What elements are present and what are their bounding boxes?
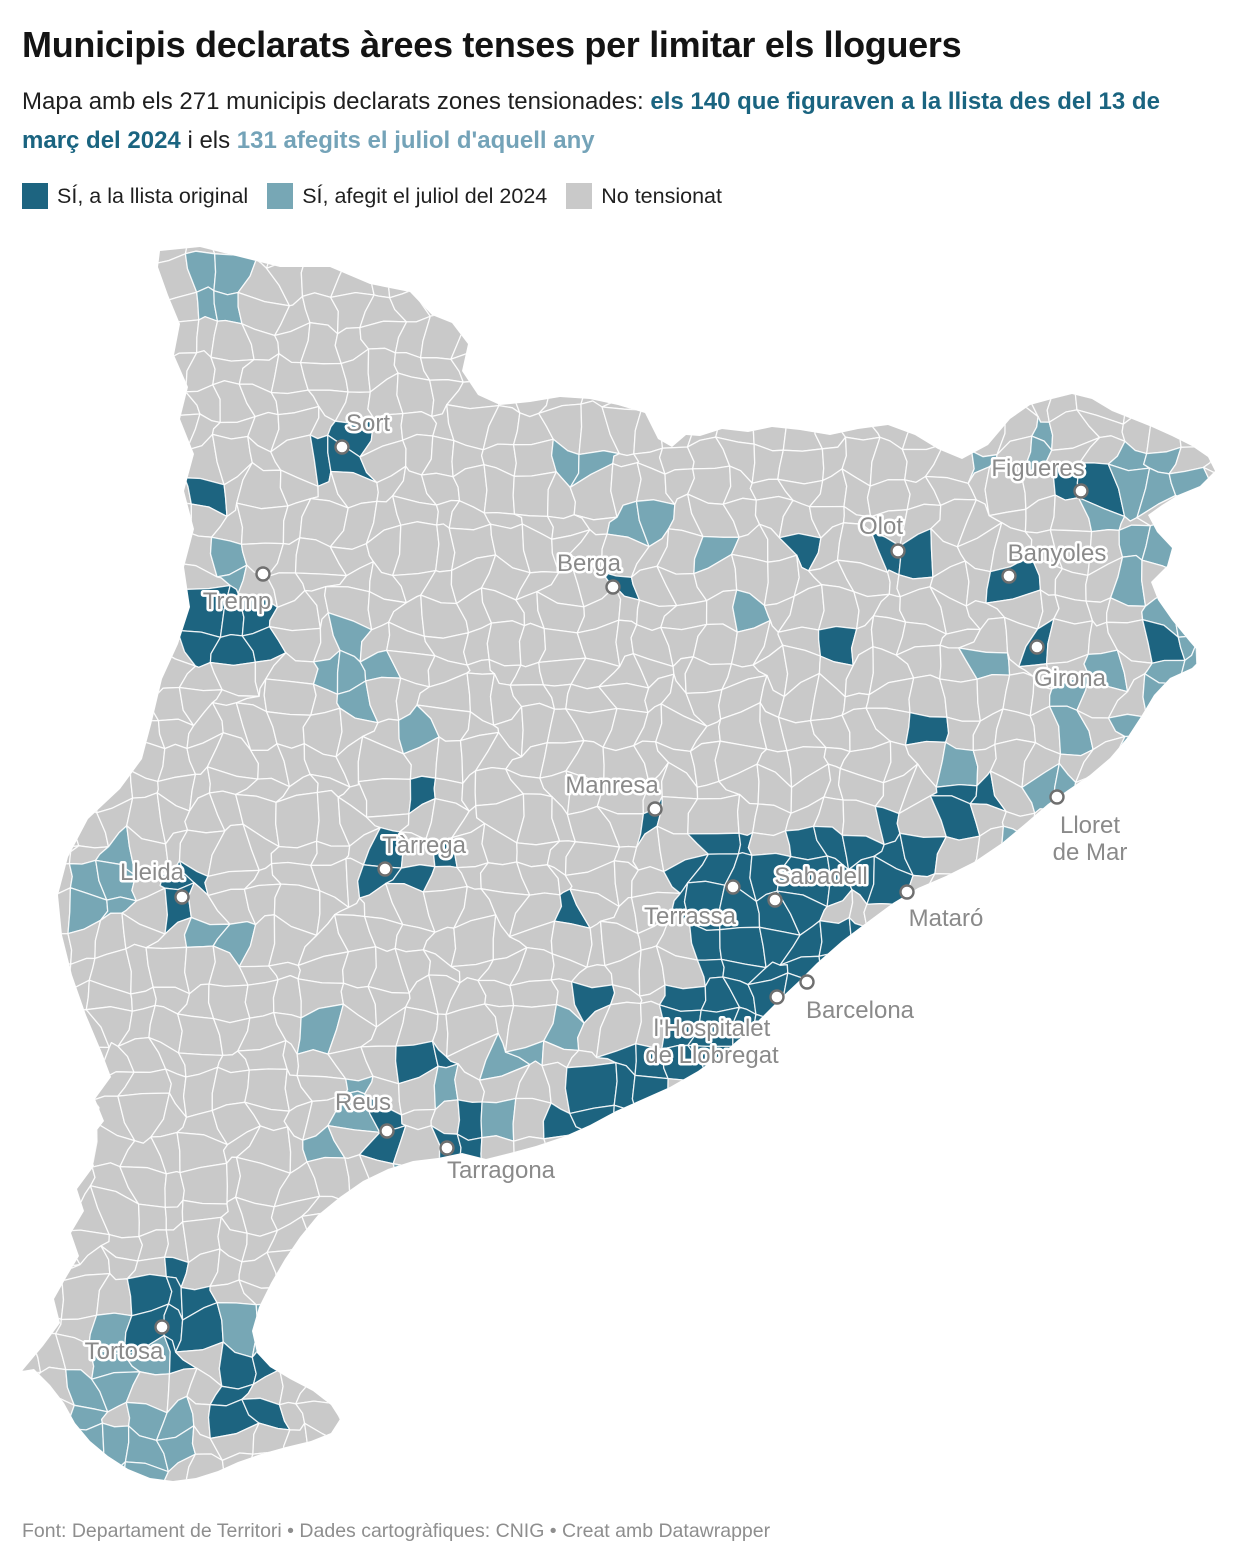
legend-swatch: [22, 183, 48, 210]
city-marker: [899, 884, 915, 901]
city-label: Mataró: [909, 905, 984, 932]
city-marker: [767, 892, 783, 909]
legend-swatch: [566, 183, 593, 210]
source-attribution: Font: Departament de Territori • Dades c…: [22, 1520, 771, 1543]
legend-swatch: [267, 183, 294, 210]
city-label: Lloret de Mar: [1053, 812, 1128, 866]
legend-item-original: SÍ, a la llista original: [22, 183, 249, 210]
city-marker: [154, 1319, 170, 1336]
city-marker: [647, 801, 663, 818]
subtitle-connector: i els: [180, 127, 237, 155]
city-marker: [1029, 639, 1045, 656]
city-label: Lleida: [120, 859, 185, 886]
legend: SÍ, a la llista original SÍ, afegit el j…: [22, 183, 1218, 210]
city-marker: [769, 989, 785, 1006]
city-label: Banyoles: [1008, 540, 1107, 567]
city-marker: [255, 566, 271, 583]
page-title: Municipis declarats àrees tenses per lim…: [22, 24, 962, 65]
city-label: Sabadell: [774, 863, 867, 890]
city-marker: [1073, 483, 1089, 500]
city-marker: [1001, 568, 1017, 585]
legend-label: No tensionat: [601, 183, 722, 208]
city-label: Girona: [1034, 665, 1107, 692]
city-marker: [377, 861, 393, 878]
municipality-cells[interactable]: [0, 227, 1231, 1495]
subtitle-highlight-original: els 140 que figuraven a la llista des de…: [22, 88, 1160, 155]
city-label: Barcelona: [806, 997, 915, 1024]
subtitle-highlight-added: 131 afegits el juliol d'aquell any: [236, 127, 595, 155]
city-marker: [334, 439, 350, 456]
city-markers: [154, 439, 1089, 1336]
city-label: Terrassa: [644, 903, 737, 930]
subtitle-intro: Mapa amb els 271 municipis declarats zon…: [22, 88, 651, 116]
legend-item-none: No tensionat: [566, 183, 722, 210]
city-label: l'Hospitalet de Llobregat: [645, 1015, 779, 1069]
city-label: Manresa: [565, 772, 659, 799]
legend-item-added: SÍ, afegit el juliol del 2024: [267, 183, 548, 210]
city-label: Tremp: [203, 588, 271, 615]
city-marker: [439, 1140, 455, 1157]
catalonia-map[interactable]: Sort Tremp Figueres Olot Banyoles Berga Girona…: [0, 227, 1240, 1495]
city-marker: [174, 889, 190, 906]
city-label: Olot: [859, 513, 903, 540]
legend-label: SÍ, afegit el juliol del 2024: [302, 183, 548, 208]
city-marker: [1049, 789, 1065, 806]
city-marker: [799, 974, 815, 991]
city-label: Reus: [335, 1089, 391, 1116]
city-marker: [605, 579, 621, 596]
city-label: Tortosa: [85, 1338, 164, 1365]
city-label: Figueres: [991, 455, 1084, 482]
legend-label: SÍ, a la llista original: [57, 183, 249, 208]
city-label: Tarragona: [447, 1157, 556, 1184]
city-marker: [890, 543, 906, 560]
map-container: Sort Tremp Figueres Olot Banyoles Berga Girona…: [0, 227, 1240, 1500]
city-label: Berga: [557, 550, 622, 577]
city-marker: [379, 1123, 395, 1140]
map-subtitle: Mapa amb els 271 municipis declarats zon…: [22, 82, 1218, 160]
city-marker: [725, 879, 741, 896]
city-label: Sort: [346, 410, 390, 437]
city-labels: Sort Tremp Figueres Olot Banyoles Berga Girona…: [82, 408, 1130, 1368]
city-label: Tàrrega: [382, 832, 467, 859]
